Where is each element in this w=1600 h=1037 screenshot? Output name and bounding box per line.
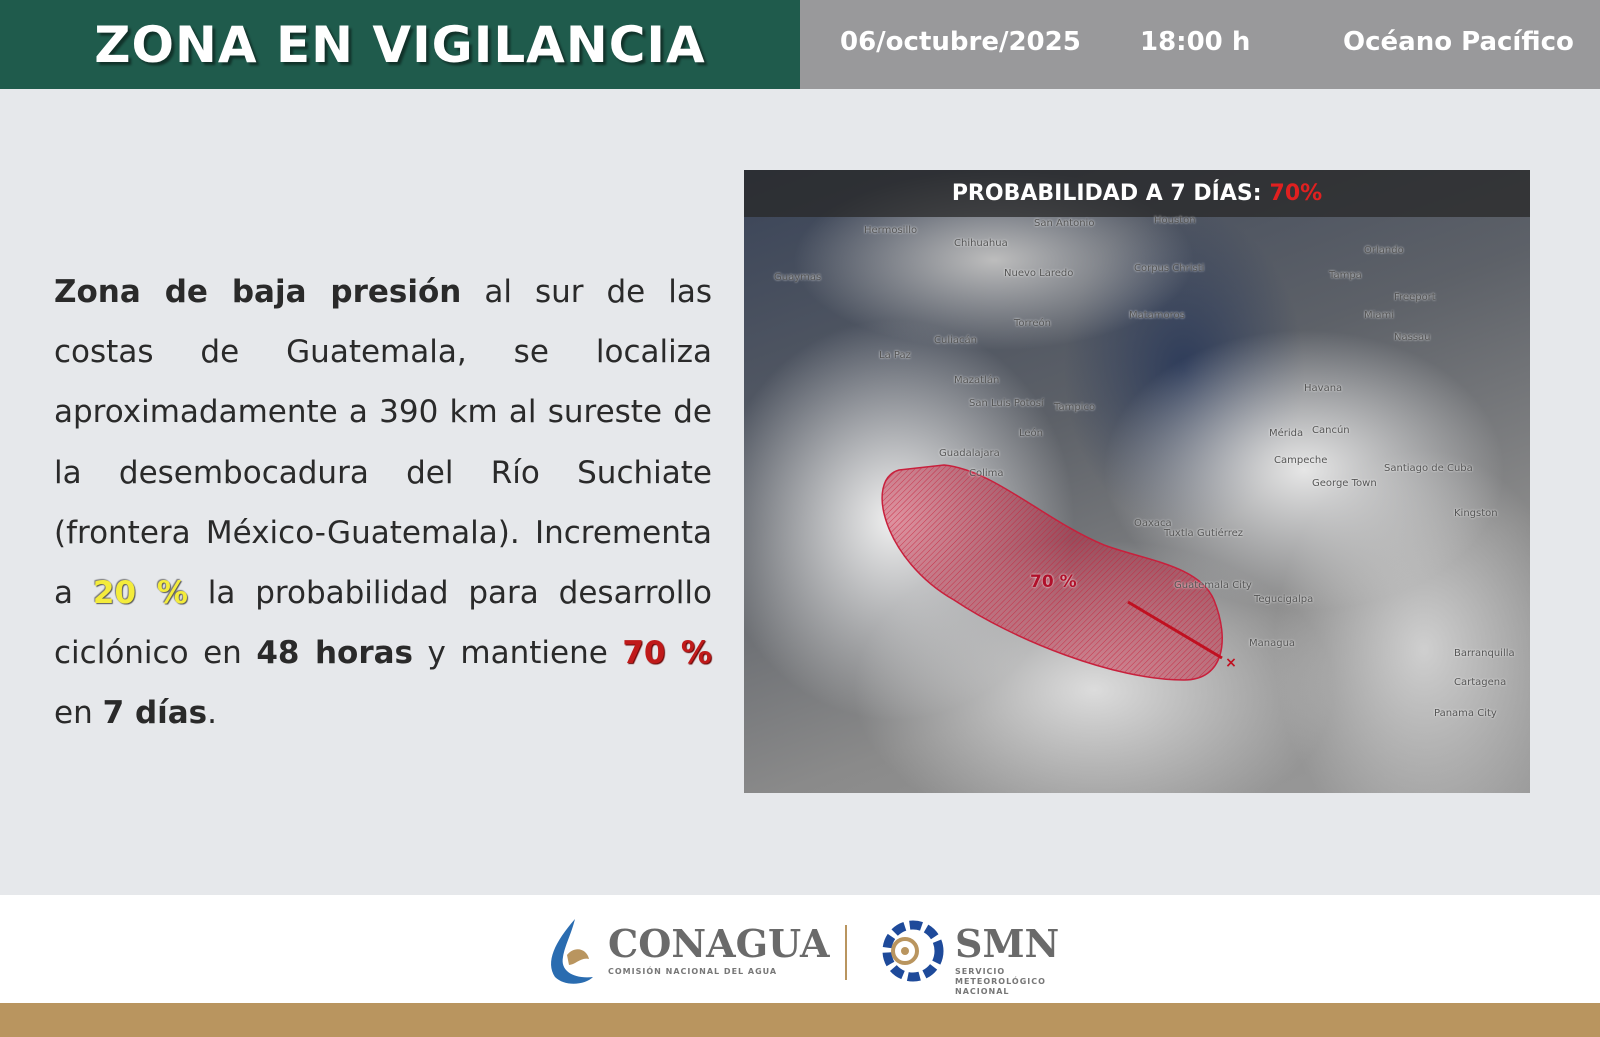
banner-value: 70% <box>1269 181 1323 206</box>
map-city-label: Tegucigalpa <box>1254 594 1314 605</box>
text: y mantiene <box>412 635 623 672</box>
banner-label: PROBABILIDAD A 7 DÍAS: <box>951 181 1262 206</box>
smn-wordmark: SMN <box>955 921 1060 966</box>
map-city-label: Torreón <box>1014 318 1051 329</box>
smn-subtitle-line: METEOROLÓGICO <box>955 977 1046 986</box>
conagua-wordmark: CONAGUA <box>608 921 830 966</box>
map-city-label: Guatemala City <box>1174 580 1252 591</box>
track-line <box>1127 600 1223 660</box>
map-city-label: Guadalajara <box>939 448 1000 459</box>
map-city-label: Kingston <box>1454 508 1498 519</box>
zone-overlay: × <box>881 464 1237 681</box>
map-city-label: Corpus Christi <box>1134 263 1205 274</box>
smn-subtitle-line: SERVICIO <box>955 967 1006 976</box>
probability-7d: 70 % <box>622 635 712 672</box>
map-city-label: Panama City <box>1434 708 1497 719</box>
map-city-label: Houston <box>1154 215 1196 226</box>
map-city-label: Cancún <box>1312 425 1350 436</box>
map-city-label: La Paz <box>879 350 911 361</box>
map-city-label: Hermosillo <box>864 225 918 236</box>
map-city-label: Orlando <box>1364 245 1404 256</box>
map-city-label: Chihuahua <box>954 238 1008 249</box>
map-city-label: León <box>1019 428 1044 439</box>
map-city-label: San Luis Potosí <box>969 398 1044 409</box>
bold-phrase: 48 horas <box>256 635 413 672</box>
map-city-label: Miami <box>1364 310 1395 321</box>
map-city-label: Tampico <box>1054 402 1096 413</box>
smn-logo-icon <box>882 920 944 982</box>
map-city-label: San Antonio <box>1034 218 1095 229</box>
map-city-label: Santiago de Cuba <box>1384 463 1473 474</box>
region: Océano Pacífico <box>1343 27 1574 57</box>
header-info-bar: 06/octubre/2025 18:00 h Océano Pacífico <box>800 0 1600 89</box>
divider <box>845 925 847 980</box>
header-title-bar: ZONA EN VIGILANCIA <box>0 0 800 89</box>
bulletin-text: Zona de baja presión al sur de las costa… <box>54 262 712 744</box>
map-city-label: Culiacán <box>934 335 977 346</box>
current-position-x-icon: × <box>1225 655 1237 671</box>
map-city-label: Guaymas <box>774 272 822 283</box>
map-city-label: Matamoros <box>1129 310 1185 321</box>
probability-48h: 20 % <box>92 575 188 612</box>
page-title: ZONA EN VIGILANCIA <box>94 15 706 74</box>
map-city-label: Mérida <box>1269 428 1304 439</box>
text: . <box>207 695 217 732</box>
conagua-subtitle: COMISIÓN NACIONAL DEL AGUA <box>608 967 778 976</box>
smn-subtitle-line: NACIONAL <box>955 987 1010 996</box>
map-city-label: Colima <box>969 468 1004 479</box>
map-city-label: Barranquilla <box>1454 648 1515 659</box>
footer: CONAGUA COMISIÓN NACIONAL DEL AGUA SMN S… <box>0 895 1600 1003</box>
satellite-map: × 70 % PROBABILIDAD A 7 DÍAS: 70% Hermos… <box>744 170 1530 793</box>
time: 18:00 h <box>1140 27 1251 57</box>
bold-phrase: 7 días <box>102 695 208 732</box>
zone-label: 70 % <box>1030 572 1077 592</box>
map-city-label: Freeport <box>1394 292 1436 303</box>
footer-gold-bar <box>0 1003 1600 1037</box>
map-city-label: Managua <box>1249 638 1296 649</box>
map-city-label: Campeche <box>1274 455 1328 466</box>
map-city-label: Cartagena <box>1454 677 1507 688</box>
map-city-label: Nassau <box>1394 332 1431 343</box>
date: 06/octubre/2025 <box>840 27 1081 57</box>
text: la probabilidad para desarrollo ciclónic… <box>54 575 712 672</box>
map-city-label: Tuxtla Gutiérrez <box>1164 528 1244 539</box>
map-city-label: Mazatlán <box>954 375 1000 386</box>
map-city-label: Oaxaca <box>1134 518 1172 529</box>
map-city-label: George Town <box>1312 478 1377 489</box>
bold-phrase: Zona de baja presión <box>54 274 462 310</box>
map-city-label: Tampa <box>1329 270 1362 281</box>
development-zone <box>881 464 1223 681</box>
conagua-logo-icon <box>551 919 593 984</box>
map-city-label: Havana <box>1304 383 1343 394</box>
probability-banner: PROBABILIDAD A 7 DÍAS: 70% <box>744 170 1530 217</box>
text: al sur de las costas de Guatemala, se lo… <box>54 274 712 612</box>
text: en <box>54 695 103 732</box>
map-city-label: Nuevo Laredo <box>1004 268 1074 279</box>
smn-subtitle: SERVICIO METEOROLÓGICO NACIONAL <box>955 967 1046 997</box>
